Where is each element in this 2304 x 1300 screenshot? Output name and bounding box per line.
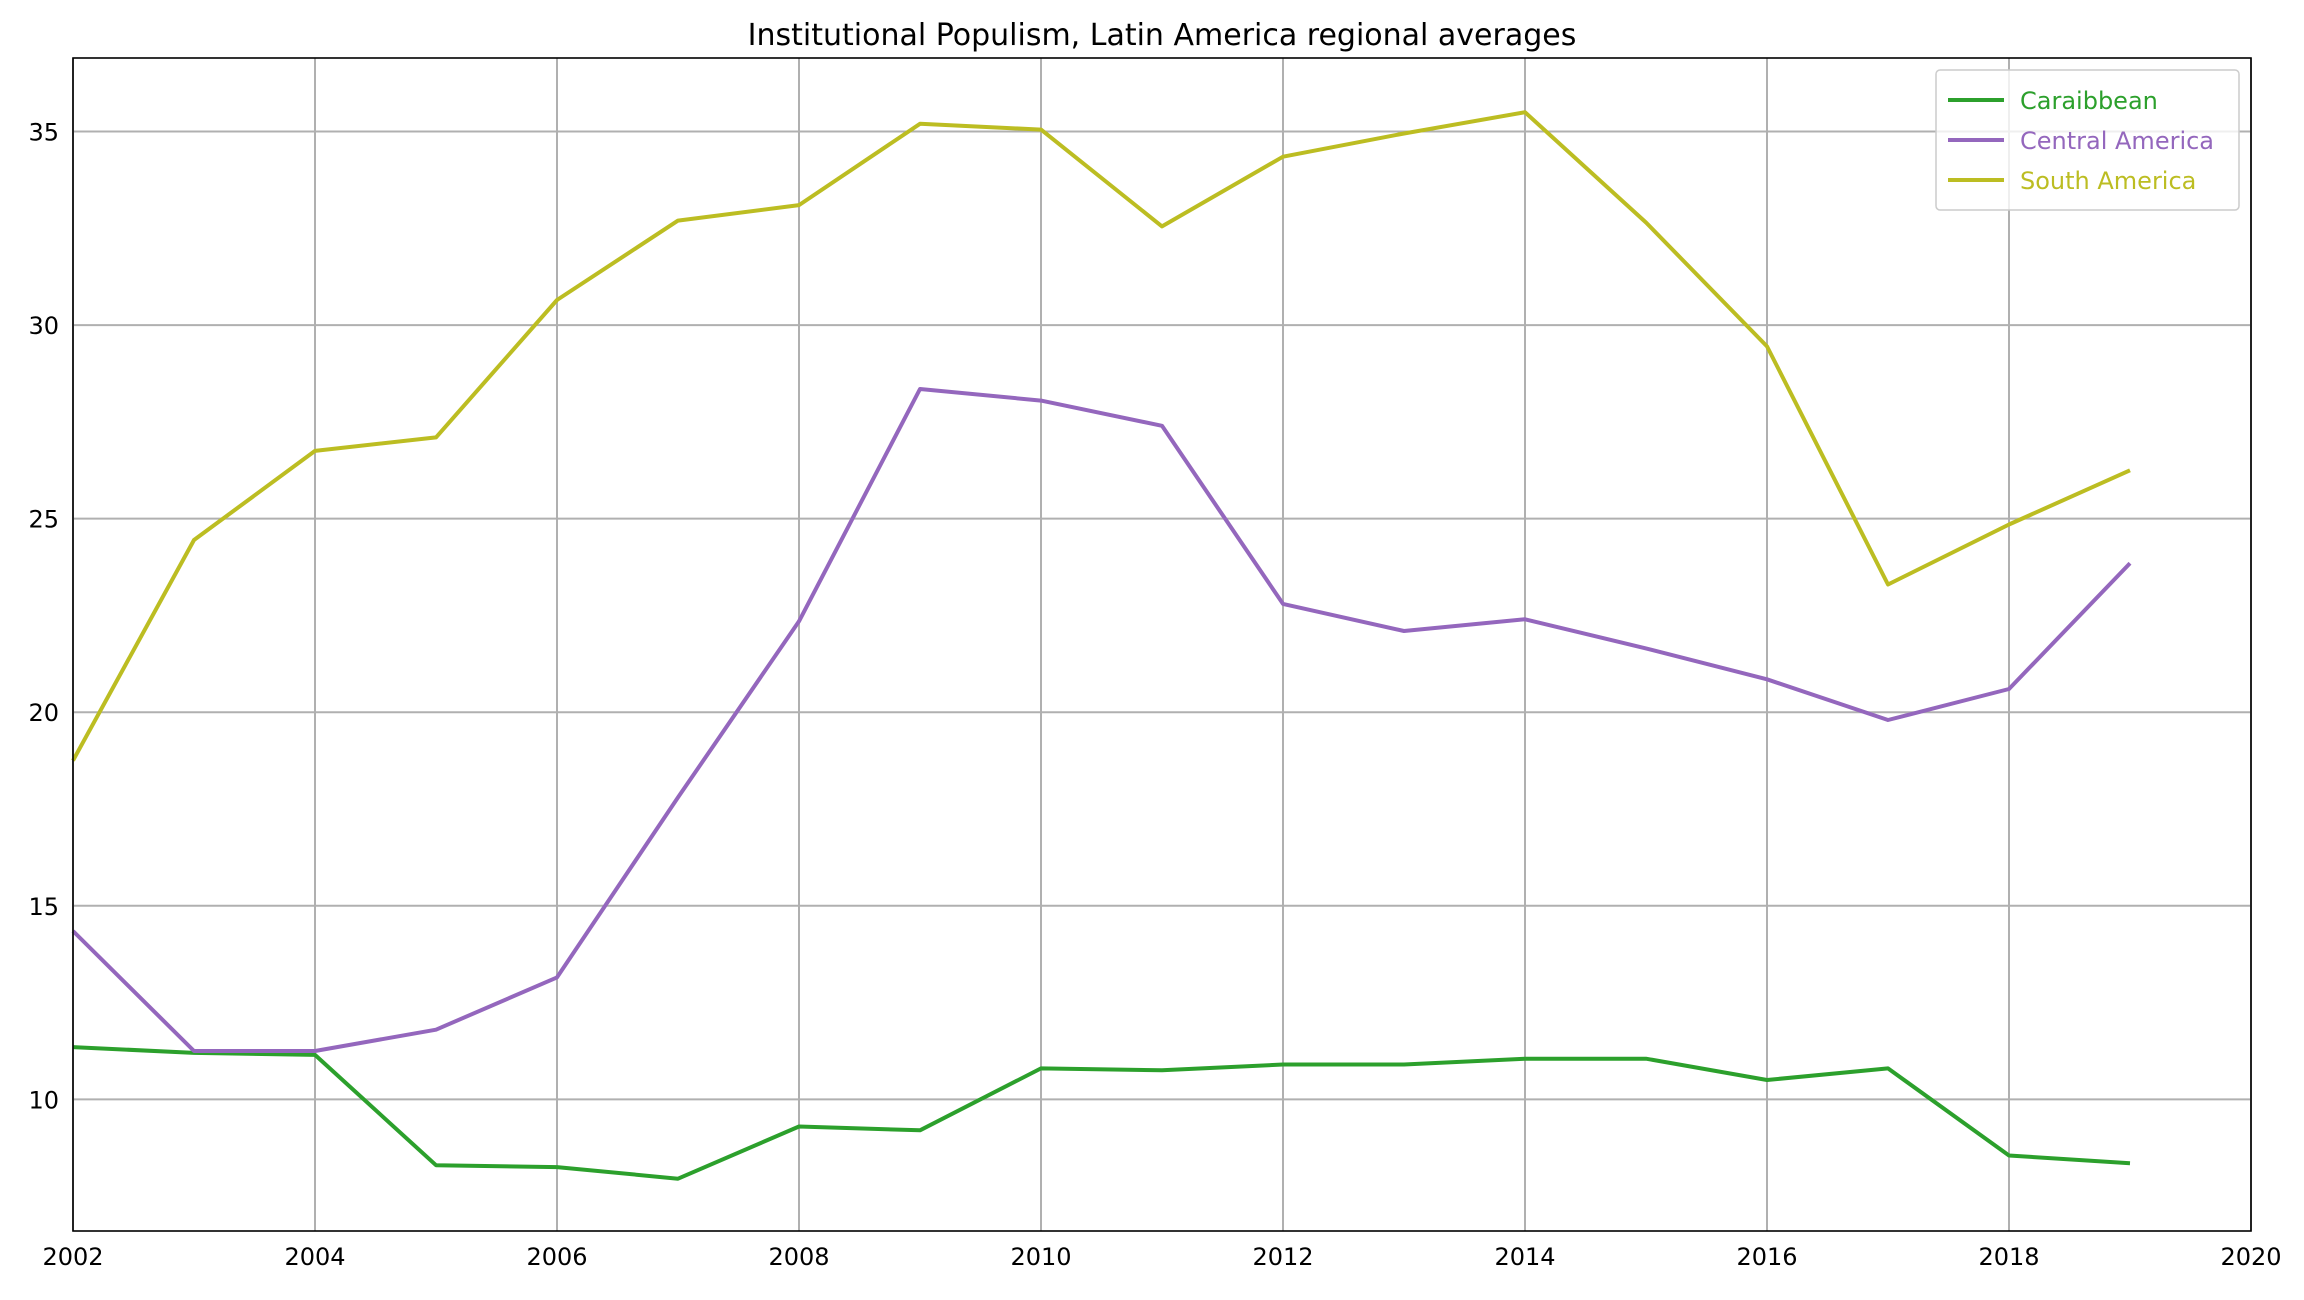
series-lines <box>71 110 2132 1181</box>
x-tick-label: 2008 <box>768 1243 829 1271</box>
y-tick-label: 20 <box>28 699 59 727</box>
x-tick-label: 2006 <box>526 1243 587 1271</box>
legend: Caraibbean Central America South America <box>1935 69 2240 211</box>
y-tick-label: 25 <box>28 506 59 534</box>
grid-lines <box>72 58 2252 1231</box>
series-line-south-america <box>71 110 2131 762</box>
y-tick-label: 35 <box>28 119 59 147</box>
legend-label-caraibbean: Caraibbean <box>2020 87 2158 115</box>
y-axis-ticks: 10 15 20 25 30 35 <box>28 119 59 1115</box>
x-tick-label: 2018 <box>1978 1243 2039 1271</box>
x-axis-ticks: 2002 2004 2006 2008 2010 2012 2014 2016 2018 2020 <box>42 1243 2281 1271</box>
y-tick-label: 10 <box>28 1086 59 1114</box>
y-tick-label: 15 <box>28 893 59 921</box>
series-line-central-america <box>71 387 2132 1053</box>
legend-label-south-america: South America <box>2020 167 2196 195</box>
series-line-caraibbean <box>72 1045 2131 1181</box>
legend-label-central-america: Central America <box>2020 127 2214 155</box>
x-tick-label: 2016 <box>1736 1243 1797 1271</box>
x-tick-label: 2020 <box>2220 1243 2281 1271</box>
legend-box <box>1935 69 2240 211</box>
x-tick-label: 2014 <box>1494 1243 1555 1271</box>
x-tick-label: 2002 <box>42 1243 103 1271</box>
plot-area-frame <box>72 57 2252 1232</box>
x-tick-label: 2010 <box>1010 1243 1071 1271</box>
chart-title: Institutional Populism, Latin America re… <box>748 18 1577 53</box>
x-tick-label: 2004 <box>284 1243 345 1271</box>
y-tick-label: 30 <box>28 312 59 340</box>
x-tick-label: 2012 <box>1252 1243 1313 1271</box>
